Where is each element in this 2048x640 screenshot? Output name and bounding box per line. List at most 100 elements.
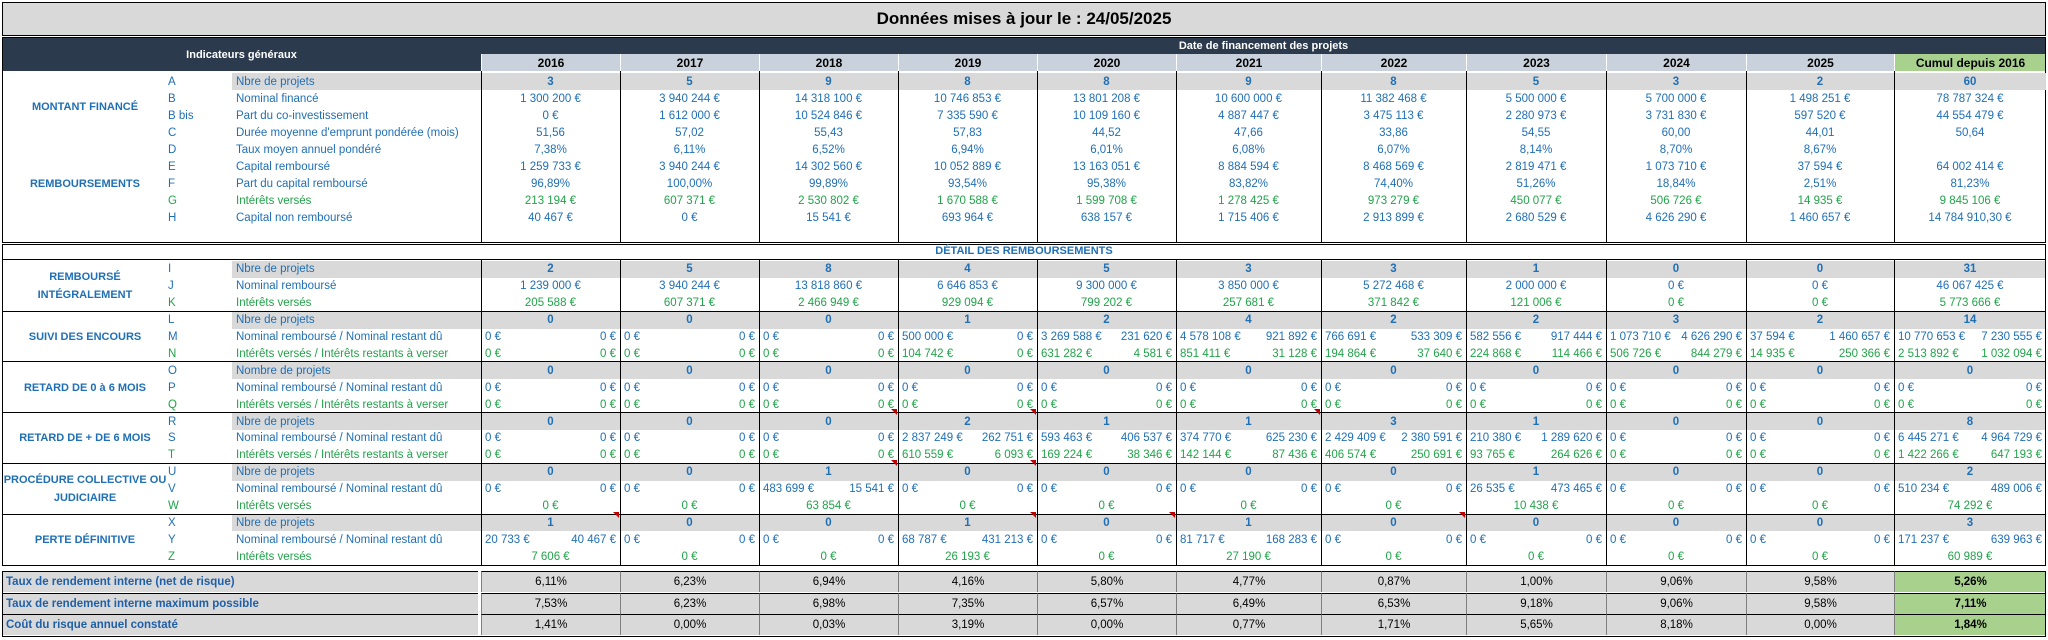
row-value: 506 726 € xyxy=(1650,194,1702,207)
row-value: 2 280 973 € xyxy=(1505,109,1567,122)
row-value: 0 xyxy=(1390,364,1397,377)
row-value-left: 851 411 € xyxy=(1180,347,1231,360)
row-value: 1 460 657 € xyxy=(1789,211,1851,224)
row-label: Capital remboursé xyxy=(236,160,330,173)
row-value: 0 € xyxy=(1668,280,1684,293)
row-value: 31 xyxy=(1963,263,1977,276)
page-title: Données mises à jour le : 24/05/2025 xyxy=(2,2,2046,36)
row-value-left: 2 429 409 € xyxy=(1325,432,1386,445)
row-value-right: 0 € xyxy=(1156,381,1172,394)
row-value-left: 0 € xyxy=(1898,381,1914,394)
detail-section: REMBOURSÉ INTÉGRALEMENT xyxy=(37,271,133,302)
row-value-right: 0 € xyxy=(1726,398,1742,411)
row-label: Nominal remboursé / Nominal restant dû xyxy=(236,483,443,496)
bottom-row-value: 9,06% xyxy=(1606,592,1746,614)
row-value: 18,84% xyxy=(1656,177,1696,190)
row-value-left: 0 € xyxy=(1470,381,1486,394)
row-value-left: 0 € xyxy=(1180,483,1196,496)
row-value-right: 4 581 € xyxy=(1133,347,1172,360)
row-value-left: 631 282 € xyxy=(1041,347,1093,360)
row-label: Taux moyen annuel pondéré xyxy=(236,143,382,156)
row-label: Nombre de projets xyxy=(236,364,331,377)
bottom-row-value: 6,23% xyxy=(620,592,759,614)
row-value: 0 xyxy=(825,314,832,327)
row-value-right: 0 € xyxy=(878,432,894,445)
row-value-right: 0 € xyxy=(739,331,755,344)
comment-marker xyxy=(613,512,619,518)
row-value-left: 0 € xyxy=(1325,398,1341,411)
year-header: 2023 xyxy=(1466,54,1606,71)
row-value: 5 xyxy=(686,263,693,276)
row-value-right: 0 € xyxy=(1156,483,1172,496)
row-value-left: 0 € xyxy=(902,398,918,411)
row-value: 14 935 € xyxy=(1797,194,1843,207)
row-letter: G xyxy=(168,194,177,207)
row-value: 44 554 479 € xyxy=(1936,109,2004,122)
row-value: 3 xyxy=(547,75,554,88)
row-value-right: 0 € xyxy=(600,483,616,496)
row-value-left: 0 € xyxy=(763,331,779,344)
row-value: 0 xyxy=(825,516,832,529)
row-value-left: 0 € xyxy=(763,347,779,360)
row-letter: B bis xyxy=(168,109,194,122)
row-value-left: 0 € xyxy=(485,449,501,462)
row-letter: B xyxy=(168,92,176,105)
row-value: 44,52 xyxy=(1092,126,1121,139)
row-value-right: 0 € xyxy=(1726,381,1742,394)
row-value-left: 0 € xyxy=(485,483,501,496)
row-value-left: 374 770 € xyxy=(1180,432,1232,445)
row-value: 7 335 590 € xyxy=(937,109,998,122)
row-value-right: 0 € xyxy=(878,331,894,344)
year-header: 2019 xyxy=(898,54,1037,71)
col-sep xyxy=(620,259,621,566)
row-value-left: 26 535 € xyxy=(1470,483,1515,496)
row-value: 0 xyxy=(1245,466,1252,479)
row-value-right: 0 € xyxy=(1017,381,1033,394)
row-value-right: 0 € xyxy=(1874,449,1890,462)
row-value: 1 xyxy=(1245,415,1252,428)
row-value: 74 292 € xyxy=(1947,500,1993,513)
col-sep xyxy=(1606,71,1607,242)
row-value-right: 0 € xyxy=(2026,398,2042,411)
row-letter: V xyxy=(168,483,176,496)
row-value: 95,38% xyxy=(1086,177,1126,190)
row-value-right: 0 € xyxy=(1586,398,1602,411)
row-value-right: 0 € xyxy=(739,483,755,496)
row-value: 13 818 860 € xyxy=(794,280,863,293)
row-value: 57,02 xyxy=(675,126,704,139)
row-value: 2 530 802 € xyxy=(798,194,859,207)
col-sep xyxy=(1466,259,1467,566)
row-letter: S xyxy=(168,432,176,445)
row-value-left: 0 € xyxy=(1610,483,1626,496)
row-value-left: 0 € xyxy=(1180,398,1196,411)
row-value-right: 250 691 € xyxy=(1410,449,1462,462)
row-value: 2 466 949 € xyxy=(798,297,859,310)
row-letter: Y xyxy=(168,533,176,546)
row-value: 1 xyxy=(1532,263,1540,276)
comment-marker xyxy=(1030,460,1036,466)
row-value: 78 787 324 € xyxy=(1936,92,2004,105)
row-value-right: 917 444 € xyxy=(1550,331,1602,344)
row-value-left: 0 € xyxy=(1325,483,1341,496)
col-sep xyxy=(1176,259,1177,566)
row-value: 1 xyxy=(1103,415,1110,428)
bottom-row-value: 6,94% xyxy=(759,571,898,592)
row-value-left: 0 € xyxy=(624,381,640,394)
row-value: 0 € xyxy=(1812,500,1828,513)
row-value-left: 0 € xyxy=(763,398,779,411)
row-label: Durée moyenne d'emprunt pondérée (mois) xyxy=(236,126,459,139)
bottom-row-value: 5,26% xyxy=(1894,571,2046,592)
row-value: 60,00 xyxy=(1661,126,1691,139)
row-letter: C xyxy=(168,126,177,139)
row-value-right: 262 751 € xyxy=(981,432,1033,445)
row-value-right: 0 € xyxy=(600,381,616,394)
row-value: 0 € xyxy=(1668,297,1684,310)
row-value: 2 000 000 € xyxy=(1505,280,1567,293)
row-value: 0 xyxy=(1390,466,1397,479)
col-sep xyxy=(1037,71,1038,242)
frame-line xyxy=(2,244,3,566)
comment-marker xyxy=(1169,512,1175,518)
bottom-row-value: 0,77% xyxy=(1176,614,1321,635)
section-sep xyxy=(2,462,2046,464)
row-value: 0 xyxy=(1103,466,1110,479)
